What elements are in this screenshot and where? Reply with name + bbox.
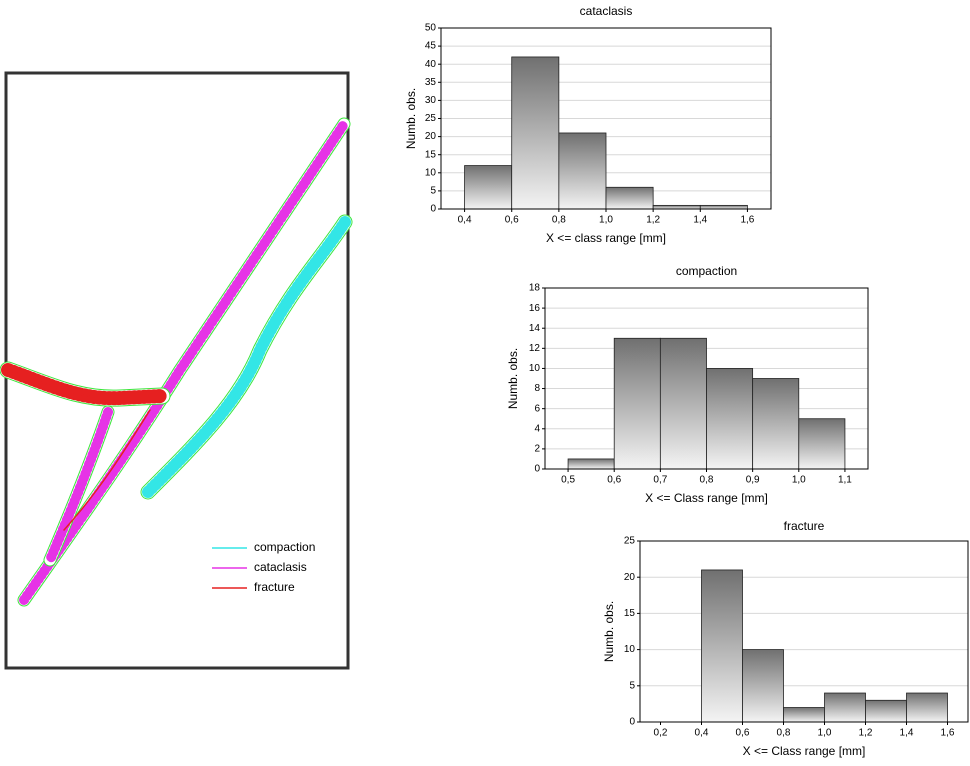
legend-label: cataclasis — [254, 560, 307, 574]
y-tick-label: 16 — [529, 303, 541, 314]
x-axis-label: X <= class range [mm] — [546, 231, 666, 245]
bar — [699, 204, 748, 210]
map-legend: compaction cataclasis fracture — [212, 540, 315, 594]
y-tick-label: 15 — [425, 149, 437, 160]
y-tick-label: 0 — [534, 464, 540, 475]
bar — [605, 186, 654, 210]
y-tick-label: 15 — [624, 608, 636, 619]
y-tick-label: 25 — [624, 536, 636, 547]
y-tick-label: 2 — [534, 444, 540, 455]
histogram-chart: 0 2 4 6 8 10 12 14 16 18 0,5 0,6 0,7 0,8 0,9 1,0 1,1 comp… — [506, 264, 869, 505]
x-tick-label: 0,4 — [458, 215, 472, 226]
bar — [798, 418, 846, 470]
y-tick-label: 10 — [425, 167, 437, 178]
x-tick-label: 1,1 — [838, 475, 852, 486]
x-tick-label: 1,0 — [818, 728, 832, 739]
legend-label: compaction — [254, 540, 315, 554]
x-tick-label: 0,8 — [777, 728, 791, 739]
y-tick-label: 20 — [425, 131, 437, 142]
x-tick-label: 0,6 — [607, 475, 621, 486]
x-tick-label: 1,6 — [740, 215, 754, 226]
y-tick-label: 35 — [425, 77, 437, 88]
bar — [752, 378, 800, 470]
y-tick-label: 20 — [624, 572, 636, 583]
bar — [865, 699, 907, 723]
x-tick-label: 1,0 — [792, 475, 806, 486]
bar — [659, 337, 707, 470]
y-axis-label: Numb. obs. — [602, 601, 616, 662]
x-tick-label: 0,8 — [552, 215, 566, 226]
y-axis-label: Numb. obs. — [404, 88, 418, 149]
y-tick-label: 4 — [534, 423, 540, 434]
bar — [742, 649, 784, 723]
y-tick-label: 10 — [529, 363, 541, 374]
bar — [824, 692, 866, 723]
x-tick-label: 1,0 — [599, 215, 613, 226]
bar — [783, 707, 825, 723]
x-tick-label: 0,5 — [561, 475, 575, 486]
plot-area — [640, 541, 968, 722]
y-tick-label: 14 — [529, 323, 541, 334]
y-tick-label: 18 — [529, 283, 541, 294]
bar — [558, 132, 607, 210]
bar — [906, 692, 948, 723]
histogram-chart: 0 5 10 15 20 25 0,2 0,4 0,6 0,8 1,0 1,2 1,4 1,6 fractu… — [602, 519, 969, 758]
x-tick-label: 1,2 — [859, 728, 873, 739]
bar — [567, 458, 615, 470]
y-tick-label: 10 — [624, 644, 636, 655]
y-tick-label: 50 — [425, 23, 437, 34]
histogram-chart: 0 5 10 15 20 25 30 35 40 45 50 0,4 0,6 0,8 1,0 1,2 1,4 1,… — [404, 4, 772, 245]
x-tick-label: 0,6 — [505, 215, 519, 226]
x-tick-label: 1,6 — [941, 728, 955, 739]
legend-label: fracture — [254, 580, 295, 594]
x-tick-label: 0,2 — [654, 728, 668, 739]
x-tick-label: 0,9 — [746, 475, 760, 486]
bar — [613, 337, 661, 470]
x-tick-label: 1,4 — [693, 215, 707, 226]
plot-frame — [639, 540, 969, 723]
chart-title: fracture — [784, 519, 825, 533]
y-tick-label: 25 — [425, 113, 437, 124]
bar — [511, 56, 560, 210]
x-tick-label: 1,2 — [646, 215, 660, 226]
bar — [652, 204, 701, 210]
bar — [701, 569, 743, 723]
x-tick-label: 1,4 — [900, 728, 914, 739]
chart-title: cataclasis — [580, 4, 633, 18]
y-tick-label: 0 — [430, 204, 436, 215]
y-tick-label: 5 — [430, 186, 436, 197]
y-tick-label: 0 — [629, 717, 635, 728]
x-tick-label: 0,8 — [700, 475, 714, 486]
y-axis-label: Numb. obs. — [506, 348, 520, 409]
bar — [464, 165, 513, 210]
x-axis-label: X <= Class range [mm] — [645, 491, 768, 505]
fault-map — [0, 71, 353, 670]
y-tick-label: 12 — [529, 343, 541, 354]
chart-title: compaction — [676, 264, 737, 278]
bar — [706, 368, 754, 470]
y-tick-label: 8 — [534, 383, 540, 394]
y-tick-label: 5 — [629, 680, 635, 691]
x-axis-label: X <= Class range [mm] — [743, 744, 866, 758]
y-tick-label: 40 — [425, 59, 437, 70]
x-tick-label: 0,7 — [653, 475, 667, 486]
y-tick-label: 6 — [534, 403, 540, 414]
x-tick-label: 0,4 — [695, 728, 709, 739]
y-tick-label: 30 — [425, 95, 437, 106]
x-tick-label: 0,6 — [736, 728, 750, 739]
y-tick-label: 45 — [425, 41, 437, 52]
